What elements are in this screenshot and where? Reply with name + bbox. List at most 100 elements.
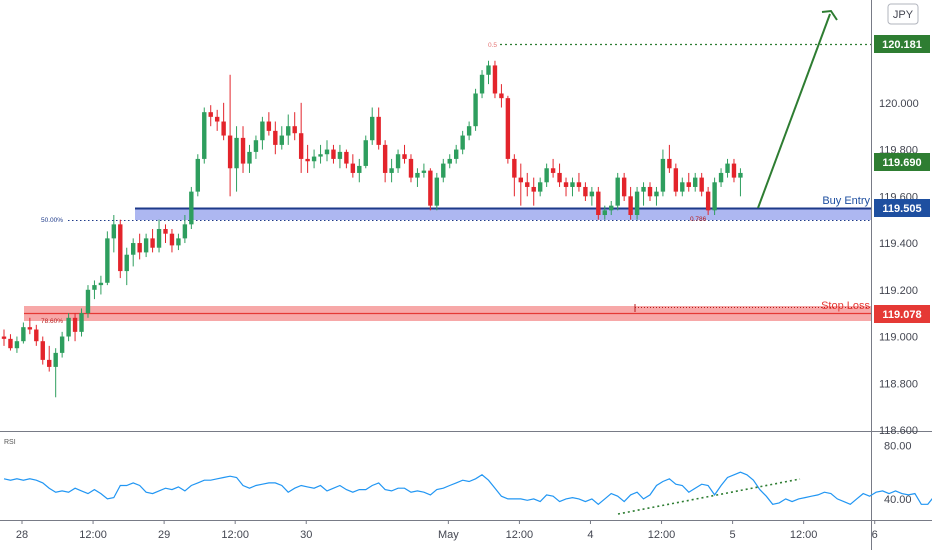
candle-body (402, 154, 407, 159)
candle (576, 172, 582, 192)
candle (253, 135, 259, 159)
candle-body (667, 158, 672, 169)
current-price-badge: 119.690 (874, 153, 930, 171)
rsi-trendline (617, 478, 801, 515)
candle (27, 317, 33, 335)
time-axis[interactable]: 28 12:00 29 12:00 30 May 12:00 4 12:00 5 12:00 6 (16, 520, 878, 541)
candle (286, 114, 291, 145)
candle-body (441, 163, 446, 178)
candle-body (253, 140, 259, 152)
candle-body (589, 191, 595, 197)
candle-body (486, 65, 491, 75)
rsi-label: RSI (4, 439, 16, 446)
candle (654, 186, 659, 206)
candle-body (602, 210, 607, 215)
candle (434, 172, 440, 211)
candle (137, 233, 142, 260)
candle-body (505, 98, 511, 159)
candle-body (537, 182, 543, 192)
candle (79, 308, 84, 337)
candle (40, 336, 45, 365)
candle (279, 126, 284, 150)
candle-body (266, 121, 272, 131)
candle-body (92, 285, 97, 290)
candle (725, 158, 730, 178)
candle-body (143, 238, 149, 253)
candle-body (137, 243, 142, 253)
currency-badge[interactable] (887, 3, 919, 25)
candle (202, 107, 207, 164)
candle (415, 168, 420, 187)
candle-body (434, 177, 440, 206)
candle (1, 329, 7, 346)
candle-body (621, 177, 627, 197)
candle-body (195, 158, 200, 192)
rsi-axis[interactable]: 80.00 40.00 (884, 440, 912, 506)
candle-body (53, 352, 58, 367)
candle-body (189, 191, 194, 225)
candle (169, 229, 175, 253)
candle (247, 144, 252, 173)
candle (699, 172, 704, 197)
candle-body (609, 205, 614, 211)
price-tick-label: 120.000 (879, 98, 919, 110)
candle-body (221, 121, 226, 136)
candle (660, 149, 666, 197)
candle-body (118, 224, 123, 272)
candle-body (731, 163, 737, 178)
candle-body (570, 182, 575, 187)
candle (221, 102, 226, 141)
candle (305, 144, 310, 173)
candle (518, 163, 523, 206)
candle (324, 140, 330, 162)
candle (647, 182, 653, 201)
candle-body (1, 336, 7, 339)
buy-entry-text: Buy Entry (822, 195, 870, 207)
candle (92, 280, 97, 300)
candle-body (421, 170, 427, 173)
candle-body (286, 126, 291, 136)
candle (105, 231, 110, 286)
candle-body (98, 282, 104, 286)
candle-body (718, 172, 724, 183)
candle (318, 144, 323, 164)
candle-body (124, 254, 129, 272)
candle (544, 163, 549, 187)
candle (421, 163, 427, 178)
time-tick-label: 12:00 (790, 529, 818, 541)
candle-body (34, 329, 39, 342)
candle-body (40, 341, 45, 360)
candle-body (686, 182, 691, 187)
candle-body (673, 168, 679, 192)
candle (686, 172, 691, 192)
candle-body (447, 158, 452, 164)
candle-body (176, 238, 181, 246)
time-tick-label: 12:00 (506, 529, 534, 541)
candle-body (460, 135, 465, 150)
candle (680, 177, 685, 197)
rsi-tick-label: 80.00 (884, 440, 912, 452)
candle (59, 331, 65, 358)
candle-body (660, 158, 666, 192)
time-tick-label: May (438, 529, 459, 541)
candle-body (169, 233, 175, 246)
candle-body (66, 317, 71, 337)
price-tick-label: 118.800 (879, 378, 918, 390)
target-price-label: 120.181 (882, 39, 922, 51)
candle-body (214, 116, 220, 122)
candle-body (324, 149, 330, 155)
candle (21, 322, 26, 344)
candle (337, 144, 343, 169)
time-tick-label: 12:00 (79, 529, 107, 541)
candle (466, 121, 472, 141)
candle-body (705, 191, 711, 211)
candle-body (72, 317, 78, 332)
candle-body (156, 229, 162, 248)
candle (214, 109, 220, 131)
candle-body (738, 172, 743, 178)
candle (408, 154, 414, 183)
candle (395, 149, 401, 173)
time-tick-label: 5 (730, 529, 736, 541)
